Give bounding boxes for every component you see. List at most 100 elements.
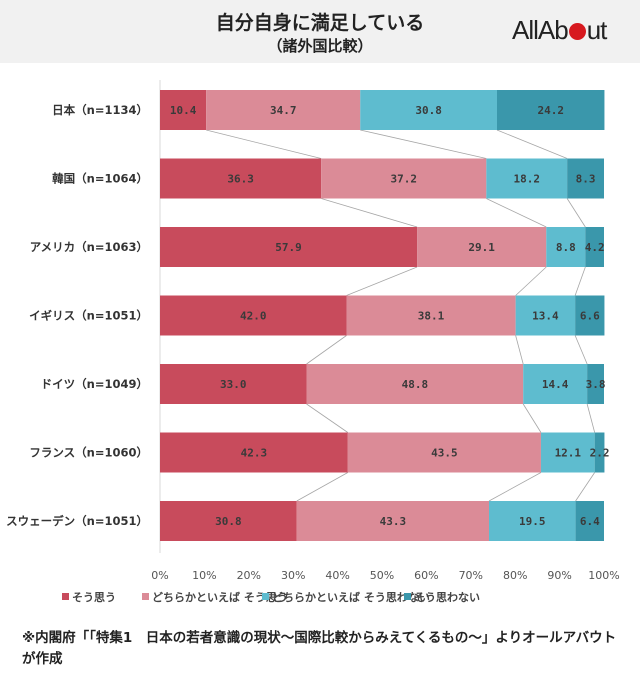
data-label: 33.0 (220, 378, 247, 391)
x-tick-label: 10% (192, 569, 216, 582)
chart-title: 自分自身に満足している (215, 12, 425, 34)
chart-subtitle: （諸外国比較） (267, 37, 373, 55)
legend-swatch (62, 593, 69, 600)
category-label: アメリカ（n=1063） (30, 240, 148, 254)
bar-segment (585, 227, 604, 267)
connector-line (306, 403, 349, 433)
data-label: 57.9 (275, 241, 302, 254)
data-label: 2.2 (590, 447, 610, 460)
data-label: 42.3 (241, 447, 268, 460)
connector-line (488, 472, 542, 502)
bar-segment (360, 90, 497, 130)
bar-segment (486, 158, 568, 199)
x-tick-label: 90% (547, 569, 571, 582)
connector-line (586, 403, 596, 433)
data-label: 10.4 (170, 104, 197, 117)
connector-line (486, 198, 547, 228)
logo-text-left: AllAb (512, 14, 569, 45)
category-label: フランス（n=1060） (29, 446, 148, 460)
bar-segment (160, 227, 418, 267)
bar-segment (160, 432, 348, 473)
bar-segment (496, 90, 605, 130)
x-tick-label: 70% (459, 569, 483, 582)
category-label: 韓国（n=1064） (52, 172, 148, 186)
bar-segment (575, 501, 604, 541)
category-label: ドイツ（n=1049） (41, 377, 148, 391)
data-label: 43.3 (380, 515, 407, 528)
connector-line (515, 335, 524, 365)
source-footnote: ※内閣府「「特集1 日本の若者意識の現状～国際比較からみえてくるもの～」よりオー… (22, 630, 617, 667)
data-label: 3.8 (586, 378, 606, 391)
data-label: 36.3 (227, 173, 254, 186)
legend-label: そう思う (72, 591, 116, 604)
x-tick-label: 60% (414, 569, 438, 582)
bar-segment (523, 364, 588, 404)
data-label: 12.1 (555, 447, 582, 460)
connector-line (575, 472, 596, 502)
bar-segment (567, 158, 604, 199)
legend-label: そう思わない (414, 591, 480, 604)
connector-line (296, 472, 349, 502)
logo-dot-icon (568, 22, 586, 40)
bar-segment (346, 295, 516, 336)
data-label: 14.4 (542, 378, 569, 391)
data-label: 18.2 (513, 173, 540, 186)
connector-line (515, 266, 547, 296)
x-tick-label: 40% (325, 569, 349, 582)
data-label: 8.3 (576, 173, 596, 186)
data-label: 30.8 (215, 515, 242, 528)
connector-line (566, 198, 586, 228)
bar-segment (321, 158, 487, 199)
connector-line (360, 129, 487, 159)
bar-segment (160, 90, 207, 130)
bar-segment (306, 364, 524, 404)
x-tick-label: 20% (237, 569, 261, 582)
x-tick-label: 80% (503, 569, 527, 582)
category-label: スウェーデン（n=1051） (6, 514, 148, 528)
legend-swatch (142, 593, 149, 600)
category-label: イギリス（n=1051） (29, 309, 148, 323)
data-label: 48.8 (402, 378, 429, 391)
x-tick-label: 30% (281, 569, 305, 582)
data-label: 34.7 (270, 104, 297, 117)
bar-segment (347, 432, 541, 473)
chart-header: 自分自身に満足している （諸外国比較） AllAb ut (0, 0, 640, 63)
connector-line (306, 335, 347, 365)
data-label: 38.1 (418, 310, 445, 323)
legend-label: どちらかといえば そう思う (152, 590, 288, 604)
logo-text-right: ut (586, 14, 608, 45)
connector-line (574, 266, 586, 296)
bar-segment (160, 158, 322, 199)
data-label: 42.0 (240, 310, 267, 323)
x-tick-label: 0% (151, 569, 168, 582)
bar-segment (546, 227, 586, 267)
bar-segment (540, 432, 595, 473)
data-label: 43.5 (431, 447, 458, 460)
data-label: 30.8 (415, 104, 442, 117)
x-tick-label: 100% (588, 569, 619, 582)
bar-segment (587, 364, 604, 404)
bar-segment (575, 295, 605, 336)
legend-swatch (404, 593, 411, 600)
data-label: 8.8 (556, 241, 576, 254)
connector-line (496, 129, 568, 159)
data-label: 29.1 (468, 241, 495, 254)
legend-swatch (262, 593, 269, 600)
bar-segment (489, 501, 576, 541)
bar-segment (417, 227, 547, 267)
data-label: 19.5 (519, 515, 546, 528)
bar-segment (594, 432, 605, 473)
category-label: 日本（n=1134） (52, 103, 148, 117)
bar-segment (206, 90, 361, 130)
connector-line (206, 129, 322, 159)
legend-label: どちらかといえば そう思わない (272, 590, 430, 604)
data-label: 37.2 (391, 173, 418, 186)
bar-segment (160, 295, 347, 336)
connector-line (574, 335, 588, 365)
connector-line (321, 198, 418, 228)
data-label: 6.6 (580, 310, 600, 323)
bar-segment (160, 364, 307, 404)
data-label: 24.2 (537, 104, 564, 117)
bar-segment (515, 295, 576, 336)
